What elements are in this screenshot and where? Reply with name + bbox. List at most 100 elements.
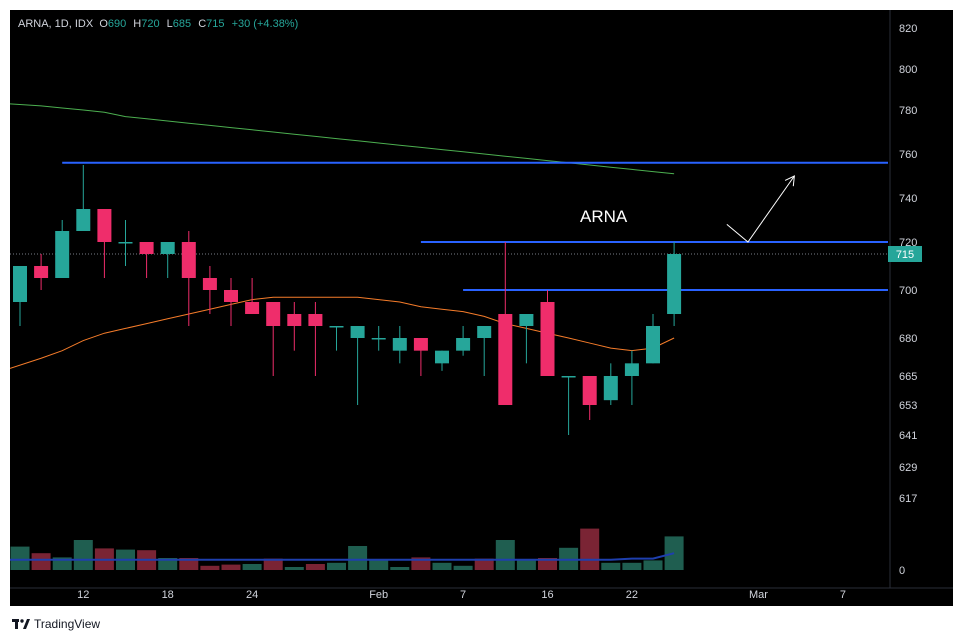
volume-bar — [348, 546, 368, 570]
candle-body — [561, 376, 576, 378]
high-label: H — [133, 18, 142, 30]
candle-body — [329, 326, 344, 328]
price-tick-label: 740 — [899, 193, 917, 205]
volume-bar — [643, 560, 663, 570]
candle — [55, 220, 70, 278]
volume-axis-label: 0 — [899, 565, 905, 577]
price-tick-label: 780 — [899, 105, 917, 117]
volume-bar — [242, 564, 262, 570]
low-label: L — [166, 18, 173, 30]
candle — [646, 314, 660, 364]
time-tick-label: 18 — [162, 589, 174, 601]
candle-body — [55, 231, 70, 278]
volume-bar — [73, 540, 93, 570]
candle — [350, 326, 365, 405]
close-label: C — [198, 18, 207, 30]
volume-bar — [10, 546, 30, 570]
candlestick-chart[interactable]: 820 800 780 760 740 720 700 680 665 653 641 629 617 0… — [10, 10, 953, 606]
candle — [34, 254, 49, 290]
candle — [76, 165, 91, 231]
candle — [181, 231, 196, 326]
candle-body — [519, 314, 534, 326]
candle-body — [118, 242, 133, 244]
volume-bar — [453, 565, 473, 570]
volume-moving-average-line — [10, 552, 675, 561]
volume-bar — [263, 558, 283, 570]
price-tick-label: 629 — [899, 462, 917, 474]
candle — [118, 220, 133, 266]
candle — [329, 326, 344, 351]
candle — [224, 278, 238, 326]
time-tick-label: Feb — [369, 589, 388, 601]
candle-body — [498, 314, 513, 405]
price-tick-label: 800 — [899, 64, 917, 76]
arrow-head-icon — [784, 175, 795, 187]
open-value: 690 — [107, 18, 127, 30]
candle-body — [624, 363, 639, 376]
open-label: O — [99, 18, 108, 30]
price-tick-label: 653 — [899, 400, 917, 412]
price-tick-label: 820 — [899, 23, 917, 35]
last-price-label: 715 — [896, 249, 914, 261]
candle — [477, 326, 492, 376]
volume-bar — [369, 560, 389, 570]
candle-body — [224, 290, 238, 302]
high-value: 720 — [141, 18, 160, 30]
candle-body — [181, 242, 196, 278]
candle-body — [371, 338, 386, 340]
candle-body — [646, 326, 660, 364]
candle — [498, 242, 513, 405]
candle-body — [287, 314, 302, 326]
candle — [540, 290, 555, 376]
candle-body — [245, 302, 260, 314]
chart-panel[interactable]: 820 800 780 760 740 720 700 680 665 653 641 629 617 0… — [10, 10, 953, 606]
low-value: 685 — [172, 18, 192, 30]
price-tick-label: 680 — [899, 333, 917, 345]
candle — [139, 242, 154, 278]
tradingview-footer[interactable]: TradingView — [12, 617, 100, 631]
candle — [519, 314, 534, 364]
volume-bar — [516, 559, 536, 570]
candle — [202, 266, 217, 314]
candle — [245, 278, 260, 314]
time-tick-label: 7 — [460, 589, 466, 601]
candle — [667, 242, 682, 326]
candle — [456, 326, 471, 356]
time-tick-label: 24 — [246, 589, 258, 601]
tradingview-brand: TradingView — [34, 617, 101, 631]
time-tick-label: 22 — [626, 589, 638, 601]
volume-bar — [432, 562, 452, 570]
volume-bar — [601, 562, 621, 570]
candle — [392, 326, 407, 364]
candle-body — [13, 266, 27, 302]
candle — [97, 209, 112, 278]
candle-body — [160, 242, 175, 254]
time-tick-label: Mar — [749, 589, 768, 601]
candle — [582, 376, 597, 420]
candle — [624, 350, 639, 405]
candle — [435, 350, 449, 371]
volume-bar — [305, 564, 325, 570]
price-tick-label: 700 — [899, 285, 917, 297]
candle — [413, 338, 428, 376]
candle-body — [97, 209, 112, 242]
time-tick-label: 12 — [77, 589, 89, 601]
candle-body — [76, 209, 91, 231]
last-price-badge — [888, 246, 922, 262]
candle — [266, 302, 281, 376]
volume-bar — [179, 558, 199, 570]
symbol-label: ARNA, 1D, IDX — [18, 18, 94, 30]
candle-body — [413, 338, 428, 351]
projection-arrow-line — [726, 175, 795, 243]
volume-bar — [284, 567, 304, 570]
volume-bar — [158, 558, 178, 570]
candle — [13, 266, 27, 326]
candle — [561, 376, 576, 435]
short-moving-average-line — [10, 296, 675, 369]
price-tick-label: 665 — [899, 371, 917, 383]
candle-body — [456, 338, 471, 351]
candle — [308, 302, 323, 376]
candle-body — [540, 302, 555, 376]
volume-bar — [580, 528, 600, 570]
symbol-header: ARNA, 1D, IDX O690 H720 L685 C715 +30 (+… — [18, 18, 298, 30]
